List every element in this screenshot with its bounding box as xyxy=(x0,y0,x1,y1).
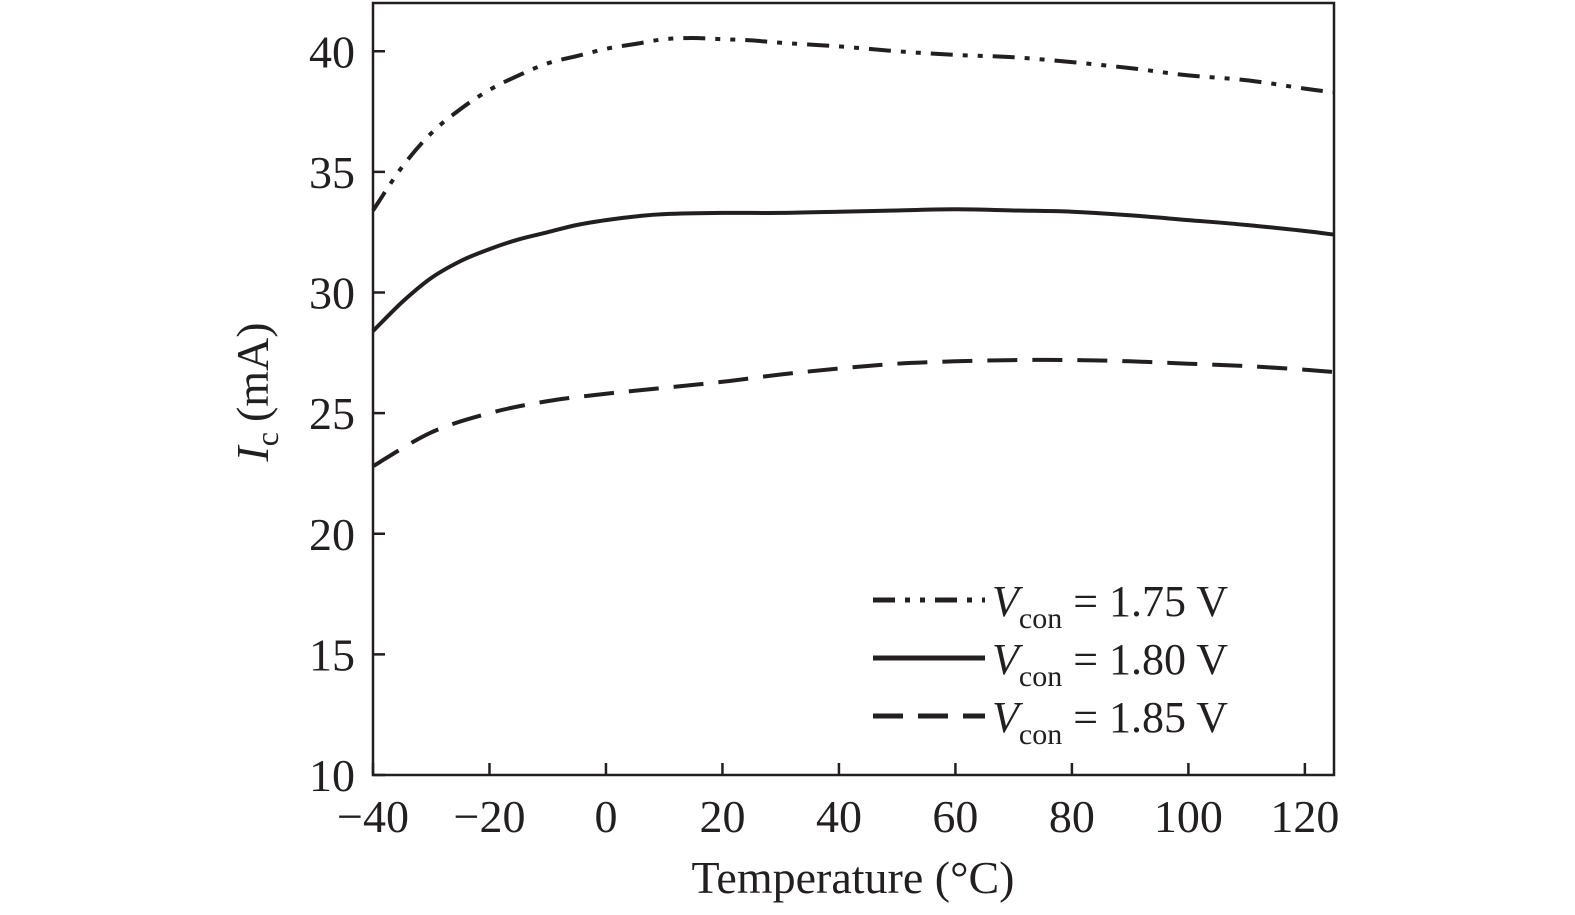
legend-value: = 1.85 V xyxy=(1062,693,1228,742)
series-layer xyxy=(371,36,1335,468)
y-axis-symbol: I xyxy=(227,444,278,463)
x-axis-ticks: −40 −20 0 20 40 60 80 100 120 xyxy=(337,763,1339,842)
legend-symbol: V xyxy=(992,693,1024,742)
legend-value: = 1.75 V xyxy=(1062,577,1228,626)
legend-label-2: Vcon = 1.80 V xyxy=(992,635,1228,693)
x-axis-title: Temperature (°C) xyxy=(692,852,1015,903)
x-tick-label: 100 xyxy=(1154,791,1223,842)
y-tick-label: 30 xyxy=(309,268,355,319)
plot-area xyxy=(371,1,1336,777)
legend-subscript: con xyxy=(1019,718,1062,751)
legend-label-1: Vcon = 1.75 V xyxy=(992,577,1228,635)
y-tick-label: 25 xyxy=(309,388,355,439)
plot-frame xyxy=(371,1,1336,777)
x-tick-label: −20 xyxy=(454,791,526,842)
y-tick-label: 40 xyxy=(309,26,355,77)
y-tick-label: 15 xyxy=(309,629,355,680)
x-tick-label: 40 xyxy=(816,791,862,842)
x-tick-label: 80 xyxy=(1049,791,1095,842)
legend-label-3: Vcon = 1.85 V xyxy=(992,693,1228,751)
legend-symbol: V xyxy=(992,577,1024,626)
y-axis-ticks: 10 15 20 25 30 35 40 xyxy=(309,26,385,801)
legend-symbol: V xyxy=(992,635,1024,684)
y-axis-unit: (mA) xyxy=(227,322,278,422)
series-line-1 xyxy=(371,36,1335,212)
x-tick-label: 20 xyxy=(699,791,745,842)
y-tick-label: 35 xyxy=(309,147,355,198)
legend-subscript: con xyxy=(1019,660,1062,693)
y-axis-title: Ic (mA) xyxy=(227,322,285,462)
y-axis-subscript: c xyxy=(249,432,285,446)
legend-subscript: con xyxy=(1019,602,1062,635)
x-tick-label: 120 xyxy=(1270,791,1339,842)
series-line-2 xyxy=(371,207,1335,333)
x-tick-label: 60 xyxy=(932,791,978,842)
y-tick-label: 20 xyxy=(309,509,355,560)
series-line-3 xyxy=(371,357,1335,468)
legend-value: = 1.80 V xyxy=(1062,635,1228,684)
y-tick-label: 10 xyxy=(309,750,355,801)
x-tick-label: 0 xyxy=(594,791,617,842)
x-tick-label: −40 xyxy=(337,791,409,842)
